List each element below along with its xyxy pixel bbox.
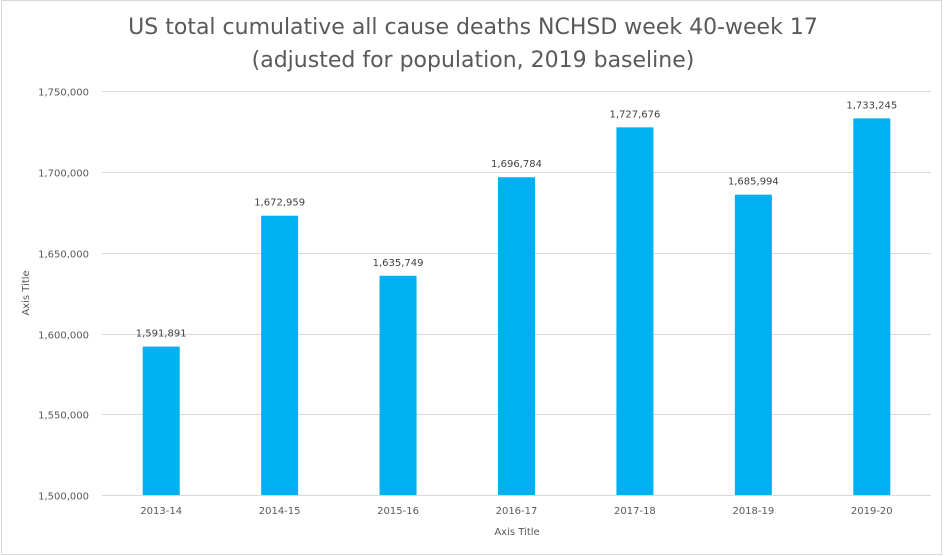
- y-tick-label: 1,700,000: [38, 169, 89, 180]
- bar-2019-20: [853, 118, 891, 496]
- bar-2018-19: [734, 194, 772, 495]
- x-tick-label: 2018-19: [732, 506, 774, 517]
- y-tick-label: 1,550,000: [38, 411, 89, 422]
- chart-title-line-2: (adjusted for population, 2019 baseline): [252, 48, 695, 73]
- data-label: 1,685,994: [728, 177, 779, 188]
- data-label: 1,635,749: [373, 258, 424, 269]
- data-label: 1,696,784: [491, 159, 542, 170]
- y-tick-label: 1,750,000: [38, 88, 89, 99]
- x-tick-label: 2014-15: [259, 506, 301, 517]
- y-tick-label: 1,650,000: [38, 250, 89, 261]
- data-label: 1,672,959: [254, 198, 305, 209]
- y-tick-label: 1,500,000: [38, 492, 89, 503]
- x-tick-label: 2017-18: [614, 506, 656, 517]
- chart-title-line-1: US total cumulative all cause deaths NCH…: [128, 15, 818, 40]
- x-tick-label: 2013-14: [140, 506, 182, 517]
- x-tick-label: 2015-16: [377, 506, 419, 517]
- data-label: 1,727,676: [609, 109, 660, 120]
- x-axis-title: Axis Title: [494, 527, 539, 538]
- y-axis-ticks: 1,500,000 1,550,000 1,600,000 1,650,000 1,70…: [38, 88, 89, 503]
- y-axis-title: Axis Title: [21, 270, 32, 315]
- bar-2016-17: [498, 177, 535, 495]
- bar-2017-18: [616, 127, 654, 496]
- x-tick-label: 2019-20: [851, 506, 893, 517]
- data-labels: 1,591,891 1,672,959 1,635,749 1,696,784 1,72…: [136, 100, 897, 339]
- x-axis-ticks: 2013-14 2014-15 2015-16 2016-17 2017-18 2018-…: [140, 506, 892, 517]
- data-label: 1,591,891: [136, 329, 187, 340]
- y-tick-label: 1,600,000: [38, 331, 89, 342]
- x-tick-label: 2016-17: [496, 506, 538, 517]
- bar-2013-14: [142, 346, 180, 495]
- bar-2015-16: [379, 275, 417, 495]
- bars: [142, 118, 891, 496]
- bar-2014-15: [261, 215, 299, 495]
- data-label: 1,733,245: [846, 100, 897, 111]
